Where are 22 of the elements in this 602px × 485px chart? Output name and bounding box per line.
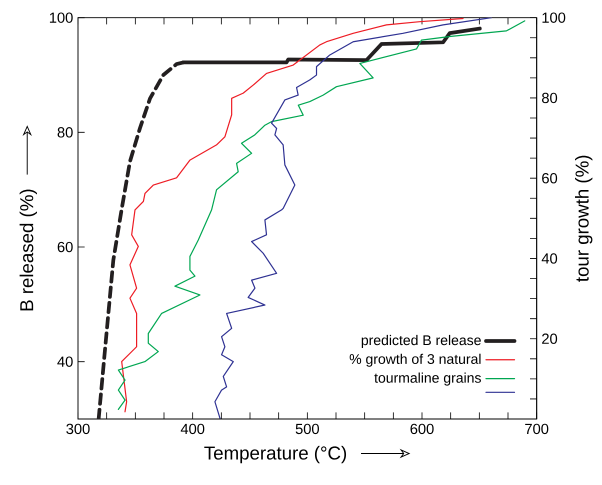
legend-label: predicted B release xyxy=(362,334,481,348)
x-tick-label: 300 xyxy=(66,424,90,434)
y-tick-label: 40 xyxy=(57,356,73,367)
line-series xyxy=(214,18,492,419)
y2-tick-label: 20 xyxy=(542,334,558,344)
x-tick-label: 500 xyxy=(296,424,319,434)
y2-tick-label: 60 xyxy=(542,173,558,184)
legend-label: tourmaline grains xyxy=(374,372,481,386)
legend-label: % growth of 3 natural xyxy=(350,354,481,367)
y2-axis-title: tour growth (%) xyxy=(575,156,592,282)
x-tick-label: 400 xyxy=(180,424,204,434)
x-axis-title: Temperature (°C) xyxy=(204,446,346,464)
x-tick-label: 600 xyxy=(410,424,434,434)
y2-tick-label: 40 xyxy=(542,253,558,264)
x-tick-label: 700 xyxy=(525,424,548,434)
y-tick-label: 80 xyxy=(58,127,73,138)
y-axis-title: B released (%) xyxy=(20,190,38,310)
y-tick-label: 60 xyxy=(58,242,73,252)
line-series xyxy=(118,20,526,410)
y2-tick-label: 100 xyxy=(542,12,566,23)
y2-tick-label: 80 xyxy=(542,92,558,104)
y-tick-label: 100 xyxy=(50,12,73,23)
